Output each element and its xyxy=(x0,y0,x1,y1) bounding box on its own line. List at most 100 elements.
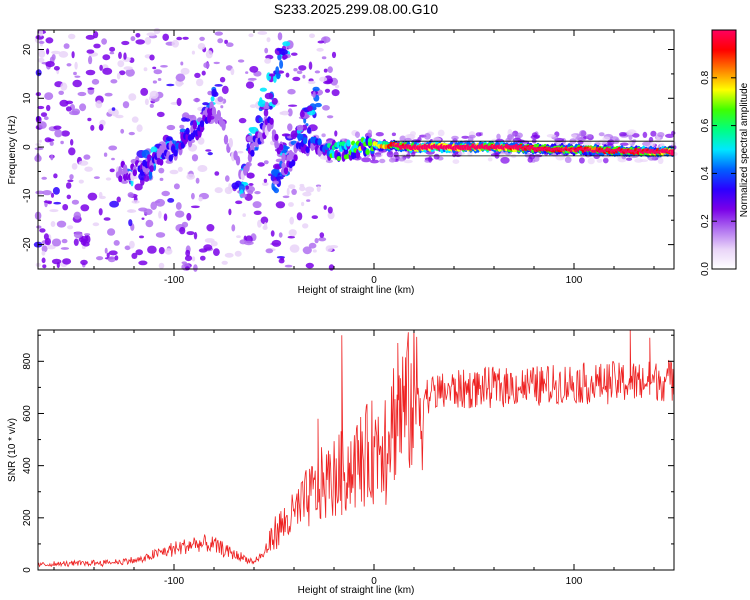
spectrogram-blob xyxy=(67,179,74,183)
spectrogram-blob xyxy=(108,250,118,256)
spectrogram-blob xyxy=(312,86,320,92)
spectrogram-blob xyxy=(80,204,90,212)
spectrogram-blob xyxy=(47,138,55,142)
spectrogram-blob xyxy=(193,98,201,103)
spectrogram-blob xyxy=(273,74,277,83)
spectrogram-blob xyxy=(184,255,193,262)
spectrogram-blob xyxy=(37,57,45,63)
spectrogram-blob xyxy=(248,183,254,186)
spectrogram-blob xyxy=(278,232,283,238)
spectrogram-blob xyxy=(334,130,338,137)
spectrogram-blob xyxy=(603,157,609,164)
spectrogram-blob xyxy=(42,190,52,196)
spectrogram-blob xyxy=(53,201,62,205)
spectrogram-blob xyxy=(191,154,199,162)
spectrogram-ridge-cell xyxy=(185,127,190,135)
spectrogram-blob xyxy=(263,105,270,110)
spectrogram-blob xyxy=(271,97,278,105)
spectrogram-blob xyxy=(287,108,293,117)
spectrogram-blob xyxy=(73,231,83,239)
spectrogram-blob xyxy=(327,66,333,73)
spectrogram-blob xyxy=(259,97,263,106)
spectrogram-blob xyxy=(185,118,191,122)
spectrogram-blob xyxy=(325,159,333,164)
spectrogram-blob xyxy=(290,130,298,140)
spectrogram-blob xyxy=(289,216,295,225)
spectrogram-blob xyxy=(44,237,52,246)
spectrogram-blob xyxy=(134,183,143,191)
spectrogram-blob xyxy=(323,205,327,210)
spectrogram-blob xyxy=(306,127,312,134)
spectrogram-blob xyxy=(221,260,228,265)
spectrogram-blob xyxy=(247,77,257,81)
spectrogram-blob xyxy=(128,93,137,101)
spectrogram-blob xyxy=(50,154,54,161)
spectrogram-blob xyxy=(46,244,56,250)
spectrogram-blob xyxy=(403,159,413,164)
spectrogram-ridge-cell xyxy=(235,155,241,166)
spectrogram-blob xyxy=(43,116,49,121)
spectrogram-blob xyxy=(60,82,68,91)
spectrogram-blob xyxy=(257,162,265,167)
spectrogram-blob xyxy=(113,240,120,246)
spectrogram-blob xyxy=(642,131,648,138)
spectrogram-blob xyxy=(61,238,68,244)
spectrogram-blob xyxy=(46,104,51,112)
spectrogram-blob xyxy=(272,180,279,185)
spectrogram-blob xyxy=(158,247,165,255)
snr-ytick-label: 200 xyxy=(22,509,33,526)
spectrogram-blob xyxy=(135,39,145,45)
spectrogram-blob xyxy=(77,91,87,97)
spectrogram-ridge-cell xyxy=(132,169,137,177)
spectrogram-blob xyxy=(328,264,335,271)
spectrogram-blob xyxy=(197,137,205,145)
spectrogram-blob xyxy=(293,68,298,72)
spectrogram-blob xyxy=(71,199,79,205)
spectrogram-blob xyxy=(219,76,226,83)
spectrogram-ridge-cell xyxy=(216,109,221,120)
spectrogram-blob xyxy=(301,201,305,207)
spectrogram-blob xyxy=(139,235,144,239)
spectrogram-blob xyxy=(210,96,215,102)
spectrogram-blob xyxy=(87,87,95,90)
spectrogram-blob xyxy=(305,262,314,269)
spectrogram-ridge-cell xyxy=(341,151,346,162)
spectrogram-blob xyxy=(579,157,585,164)
spectrogram-blob xyxy=(234,250,242,257)
spectrogram-blob xyxy=(199,36,205,42)
spectrogram-ridge-cell xyxy=(281,152,286,163)
spectrogram-blob xyxy=(140,87,149,96)
spectrogram-blob xyxy=(487,157,493,162)
spectrogram-blob xyxy=(500,156,510,164)
snr-xtick-label: 100 xyxy=(566,576,583,587)
spectrogram-blob xyxy=(160,65,168,68)
spectrogram-blob xyxy=(627,140,632,145)
spectrogram-blob xyxy=(91,78,100,85)
spectrogram-blob xyxy=(302,223,309,229)
spectrogram-blob xyxy=(46,48,50,55)
spectrogram-blob xyxy=(632,133,640,138)
spectrogram-blob xyxy=(273,187,279,194)
spectrogram-blob xyxy=(118,51,122,60)
spectrogram-blob xyxy=(312,249,317,253)
spectrogram-blob xyxy=(98,124,104,131)
spectrogram-blob xyxy=(80,259,88,265)
spectrogram-blob xyxy=(306,199,311,202)
spectrogram-blob xyxy=(84,233,91,236)
spectrogram-blob xyxy=(65,106,72,112)
spectrogram-ridge-cell xyxy=(367,141,373,147)
spectrogram-blob xyxy=(179,226,186,235)
spectrogram-blob xyxy=(121,40,130,46)
spectrogram-blob xyxy=(277,32,283,41)
spectrogram-blob xyxy=(158,210,162,219)
spectrogram-blob xyxy=(296,124,304,131)
spectrogram-blob xyxy=(205,50,213,59)
spectrogram-blob xyxy=(203,62,210,69)
spectrogram-blob xyxy=(220,105,224,109)
spectrogram-blob xyxy=(280,257,285,261)
spectrogram-blob xyxy=(191,192,195,200)
spectrogram-blob xyxy=(291,52,298,56)
spectrogram-blob xyxy=(200,255,206,261)
spectrogram-blob xyxy=(289,244,300,253)
spectrogram-blob xyxy=(85,34,95,40)
